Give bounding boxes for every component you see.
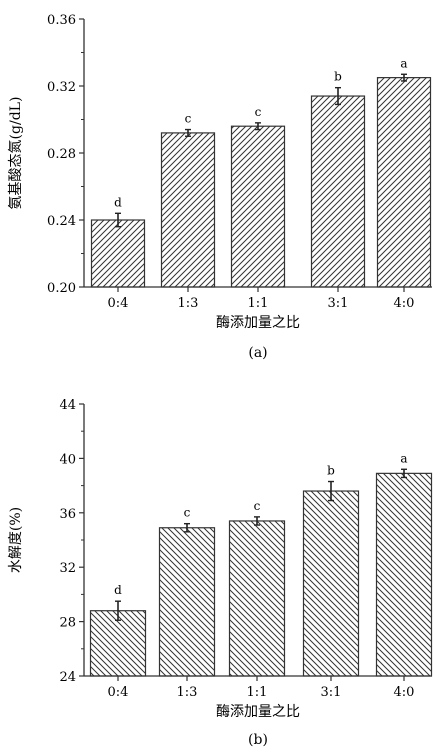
y-tick-label: 36 bbox=[59, 507, 76, 522]
significance-letter: b bbox=[327, 464, 335, 478]
y-tick-label: 28 bbox=[59, 616, 76, 631]
bar-4-0 bbox=[375, 472, 433, 677]
x-tick-label: 1:1 bbox=[248, 296, 269, 311]
x-tick-label: 0:4 bbox=[108, 296, 129, 311]
y-tick-label: 40 bbox=[59, 452, 76, 467]
y-tick-label: 24 bbox=[59, 670, 76, 685]
bar-1-3 bbox=[158, 527, 216, 677]
y-axis-label: 水解度(%) bbox=[8, 507, 24, 573]
bar-1-1 bbox=[230, 125, 286, 288]
y-tick-label: 0.36 bbox=[47, 13, 76, 28]
panel-caption: (a) bbox=[248, 345, 267, 361]
significance-letter: c bbox=[184, 506, 191, 520]
x-tick-label: 3:1 bbox=[321, 685, 342, 700]
significance-letter: d bbox=[114, 583, 122, 597]
panel-caption: (b) bbox=[248, 732, 268, 748]
y-tick-label: 32 bbox=[59, 561, 76, 576]
chart-panel-b: 24 28 32 36 40 44 d 0:4 c 1:3 c 1:1 b 3:1 a 4:0 水解度(%) 酶添… bbox=[8, 398, 433, 748]
y-tick-label: 0.32 bbox=[47, 80, 76, 95]
x-tick-label: 4:0 bbox=[394, 296, 415, 311]
y-tick-label: 44 bbox=[59, 398, 76, 413]
significance-letter: c bbox=[255, 105, 262, 119]
significance-letter: d bbox=[114, 195, 122, 209]
x-axis-label: 酶添加量之比 bbox=[216, 315, 300, 331]
bar-0-4 bbox=[89, 610, 147, 677]
bar-3-1 bbox=[302, 490, 360, 677]
bar-4-0 bbox=[376, 77, 432, 288]
significance-letter: b bbox=[334, 70, 342, 84]
x-tick-label: 0:4 bbox=[108, 685, 129, 700]
bar-3-1 bbox=[310, 95, 366, 288]
x-axis-label: 酶添加量之比 bbox=[216, 704, 300, 720]
significance-letter: c bbox=[254, 499, 261, 513]
bar-1-1 bbox=[228, 520, 286, 677]
bar-0-4 bbox=[90, 219, 146, 288]
x-tick-label: 1:3 bbox=[178, 296, 199, 311]
significance-letter: a bbox=[400, 451, 407, 465]
x-tick-label: 4:0 bbox=[394, 685, 415, 700]
y-tick-label: 0.28 bbox=[47, 147, 76, 162]
x-tick-label: 3:1 bbox=[328, 296, 349, 311]
significance-letter: c bbox=[185, 112, 192, 126]
y-tick-label: 0.20 bbox=[47, 281, 76, 296]
x-tick-label: 1:1 bbox=[247, 685, 268, 700]
significance-letter: a bbox=[400, 56, 407, 70]
y-axis-label: 氨基酸态氮(g/dL) bbox=[7, 97, 24, 210]
bar-1-3 bbox=[160, 132, 216, 288]
chart-panel-a: 0.20 0.24 0.28 0.32 0.36 d 0:4 c 1:3 c 1:1 b 3:1 a 4:0… bbox=[7, 13, 432, 361]
x-tick-label: 1:3 bbox=[177, 685, 198, 700]
y-tick-label: 0.24 bbox=[47, 214, 76, 229]
